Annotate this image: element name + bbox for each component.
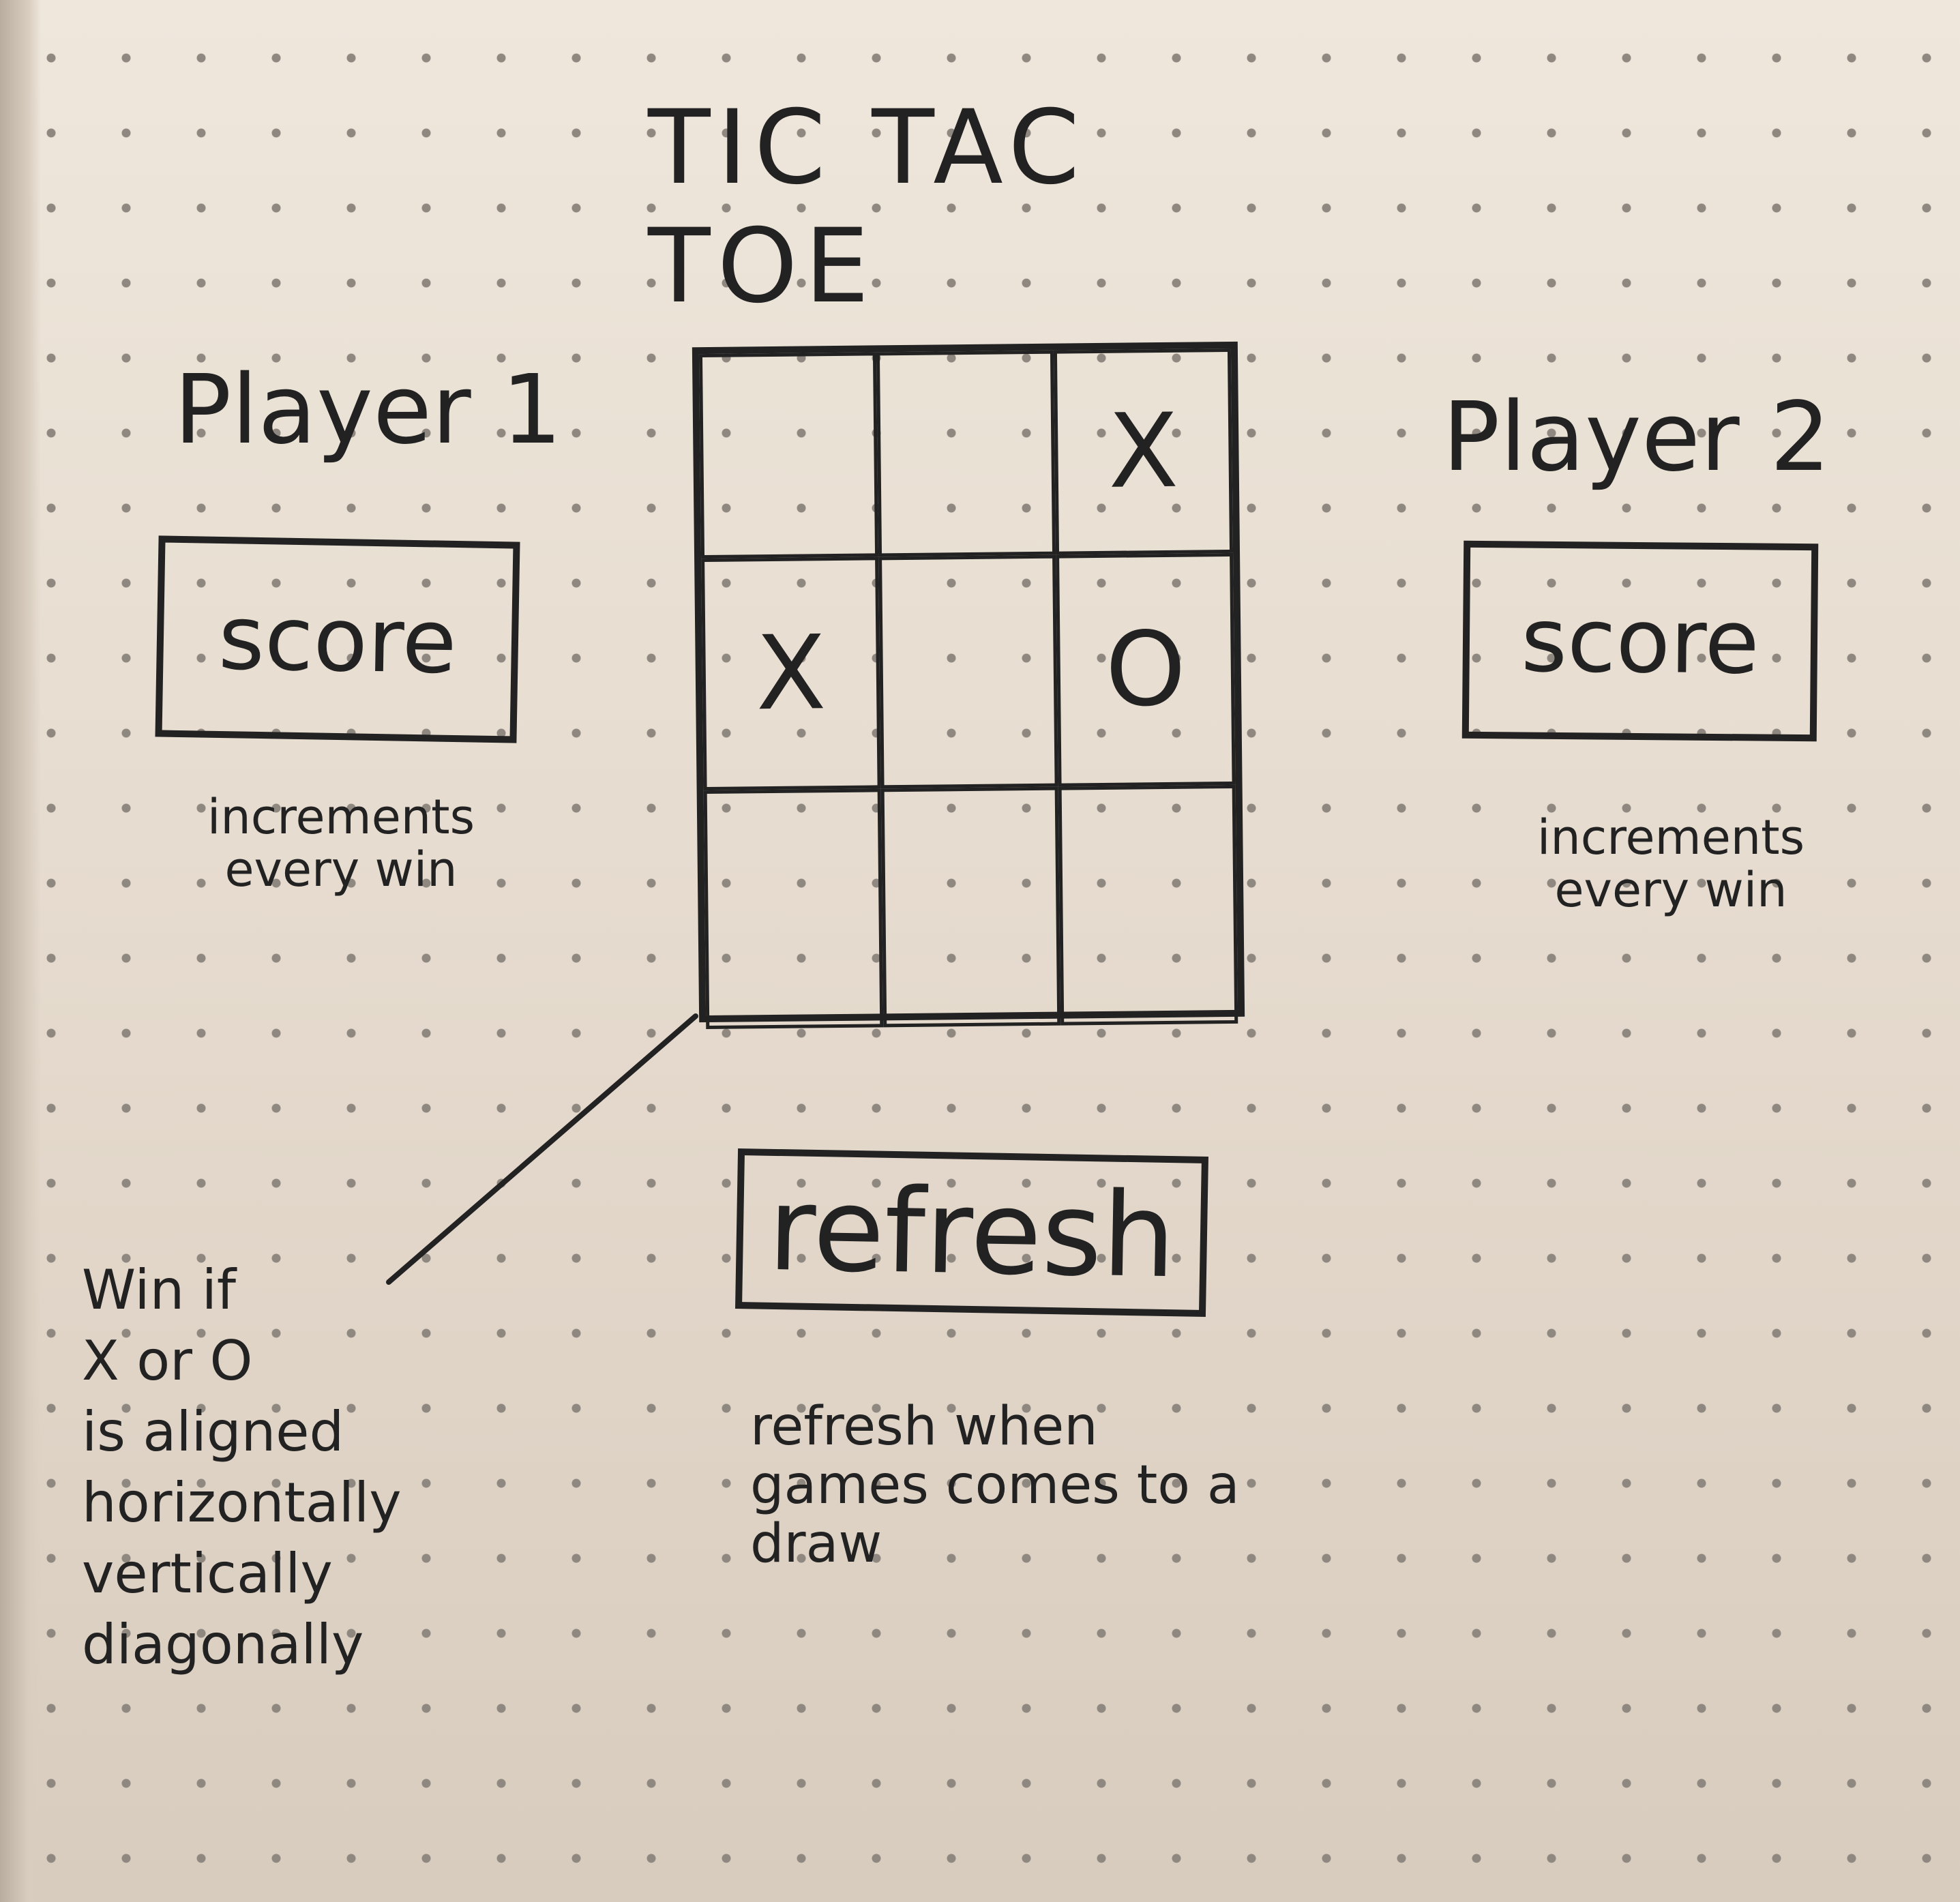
page-title: TIC TAC TOE [648, 89, 1086, 326]
player-2-score-label: score [1520, 588, 1760, 694]
win-rule-line: vertically [82, 1542, 333, 1605]
board-cell-6[interactable]: O [1056, 552, 1236, 787]
refresh-button-label: refresh [767, 1161, 1177, 1304]
player-2-score-note: increments every win [1536, 809, 1805, 918]
board-cell-7[interactable] [703, 788, 884, 1030]
win-rule-line: is aligned [82, 1400, 344, 1463]
refresh-button[interactable]: refresh [735, 1148, 1208, 1318]
refresh-note: refresh when games comes to a draw [750, 1396, 1240, 1575]
board-cell-9[interactable] [1058, 784, 1238, 1026]
player-1-score-label: score [218, 585, 458, 694]
player-1-score-box: score [155, 535, 520, 743]
player-2-score-box: score [1461, 540, 1819, 742]
game-board: X X O [692, 341, 1245, 1030]
win-rule-line: X or O [82, 1329, 253, 1393]
player-1-label: Player 1 [174, 355, 563, 466]
win-rule-line: Win if [82, 1258, 237, 1322]
win-rule-line: diagonally [82, 1613, 364, 1676]
player-2-label: Player 2 [1442, 382, 1831, 493]
win-rule-note: Win if X or O is aligned horizontally ve… [82, 1255, 491, 1680]
board-cell-3[interactable]: X [1053, 348, 1234, 555]
win-rule-line: horizontally [82, 1471, 402, 1534]
notebook-gutter [0, 0, 41, 1902]
player-1-score-note: increments every win [207, 789, 475, 897]
board-cell-4[interactable]: X [701, 556, 881, 791]
board-cell-1[interactable] [698, 352, 879, 559]
board-cell-8[interactable] [880, 786, 1061, 1028]
board-cell-5[interactable] [878, 554, 1058, 789]
board-cell-2[interactable] [876, 350, 1056, 557]
annotation-line [386, 1013, 698, 1285]
